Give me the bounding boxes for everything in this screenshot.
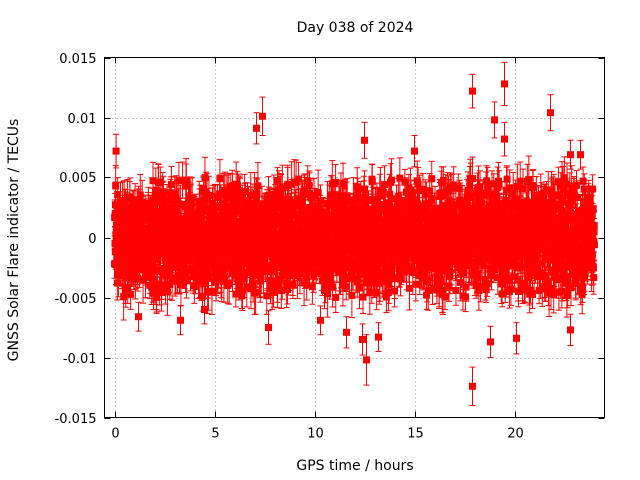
outlier-point: [567, 139, 574, 170]
y-axis-label: GNSS Solar Flare indicator / TECUs: [6, 119, 22, 362]
y-tick-label: -0.015: [55, 412, 97, 427]
outlier-point: [359, 323, 366, 356]
y-tick-label: 0: [88, 232, 96, 247]
x-tick-label: 5: [211, 427, 219, 442]
outlier-point: [469, 366, 476, 406]
outlier-point: [259, 96, 266, 136]
outlier-point: [501, 121, 508, 157]
outlier-point: [112, 133, 120, 169]
y-tick-label: 0.01: [68, 112, 97, 127]
x-axis-label: GPS time / hours: [296, 458, 413, 474]
outlier-point: [135, 301, 142, 332]
outlier-point: [513, 322, 520, 355]
outlier-point: [343, 316, 350, 349]
x-tick-label: 15: [407, 427, 424, 442]
data-series: [111, 61, 598, 406]
x-tick-label: 20: [507, 427, 524, 442]
x-tick-label: 0: [111, 427, 119, 442]
outlier-point: [547, 94, 554, 132]
outlier-point: [177, 305, 184, 336]
y-tick-label: -0.01: [63, 352, 97, 367]
y-tick-label: -0.005: [55, 292, 97, 307]
y-tick-label: 0.015: [59, 52, 96, 67]
outlier-point: [491, 101, 498, 139]
x-tick-label: 10: [307, 427, 324, 442]
outlier-point: [501, 61, 508, 106]
outlier-point: [317, 305, 324, 336]
outlier-point: [361, 121, 368, 159]
outlier-point: [577, 139, 584, 170]
outlier-point: [375, 322, 382, 352]
outlier-point: [567, 313, 574, 346]
outlier-point: [469, 73, 476, 109]
outlier-point: [253, 112, 260, 145]
outlier-point: [265, 310, 272, 345]
chart-title: Day 038 of 2024: [297, 20, 414, 36]
data-point: [153, 280, 161, 314]
y-tick-label: 0.005: [59, 171, 96, 186]
outlier-point: [487, 325, 494, 358]
